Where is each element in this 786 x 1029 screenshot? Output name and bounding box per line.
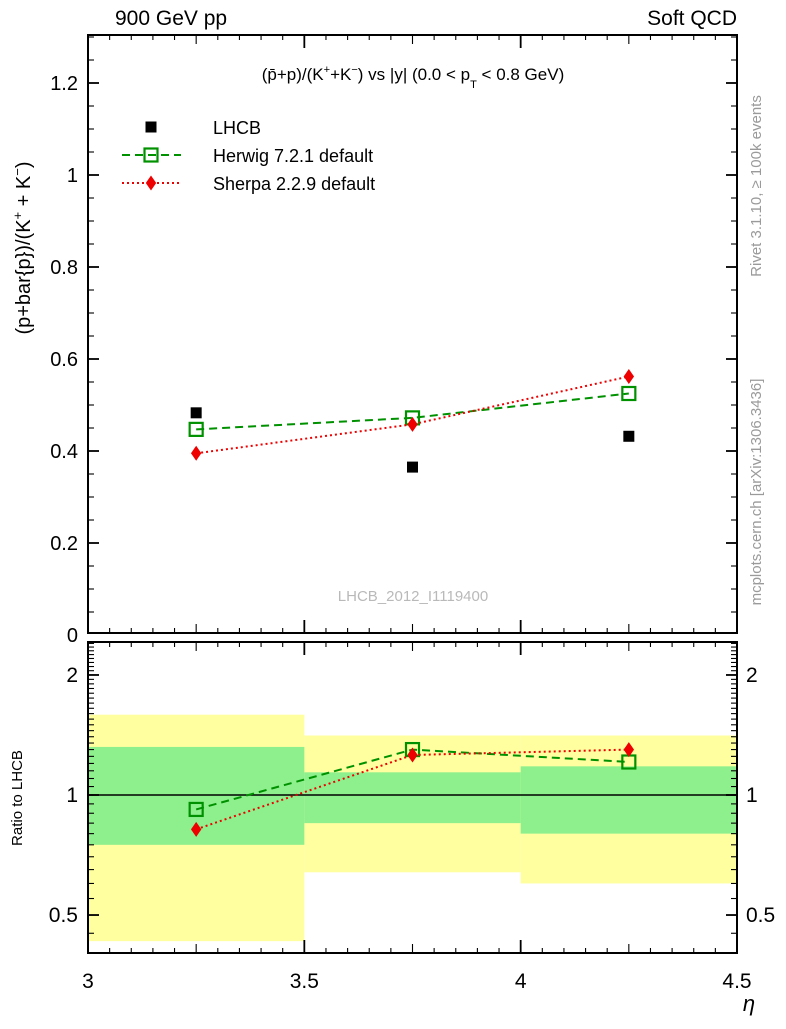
header-process-group: Soft QCD: [647, 7, 737, 30]
title-text: (p̄+p)/(K: [262, 65, 325, 84]
x-axis-label-eta: η: [743, 991, 755, 1016]
legend-marker-lhcb: [145, 121, 157, 133]
series-line-sherpa: [196, 375, 630, 455]
data-point-sherpa: [407, 747, 418, 763]
ratio-y-axis-label: Ratio to LHCB: [9, 750, 26, 846]
data-series: [188, 368, 637, 837]
uncertainty-bands: [88, 714, 737, 942]
ratio-y-tick-label-left: 1: [66, 784, 78, 807]
x-tick-label: 4: [515, 970, 527, 993]
x-tick-label: 3.5: [290, 970, 319, 993]
ylabel-text: ): [13, 161, 35, 168]
title-superscript-plus: +: [324, 64, 330, 76]
ratio-y-tick-label-left: 2: [66, 664, 78, 687]
legend-label-lhcb: LHCB: [213, 118, 261, 138]
data-point-herwig: [621, 385, 637, 402]
data-point-lhcb: [190, 407, 202, 419]
data-point-sherpa: [190, 445, 202, 461]
title-text: ) vs |y| (0.0 < p: [358, 65, 470, 84]
series-line-herwig: [196, 392, 629, 431]
title-superscript-minus: −: [351, 64, 357, 76]
data-point-sherpa: [190, 821, 202, 837]
green-uncertainty-band: [304, 772, 521, 824]
ylabel-superscript-plus: +: [10, 212, 25, 220]
tick-labels: 3 3.5 4 4.5 0 0.2 0.4 0.6 0.8 1 1.2 0.5 0.5 1 1 2 2: [49, 73, 775, 993]
data-point-herwig: [188, 421, 204, 437]
axes-and-ticks: [87, 34, 738, 954]
data-point-sherpa: [623, 368, 635, 384]
main-y-tick-label: 1: [67, 165, 78, 187]
green-uncertainty-band: [520, 766, 737, 834]
plot-title: (p̄+p)/(K++K−) vs |y| (0.0 < pT < 0.8 Ge…: [262, 64, 565, 91]
data-point-herwig: [188, 801, 204, 818]
x-tick-label: 3: [82, 970, 94, 993]
main-y-tick-label: 1.2: [50, 73, 78, 95]
title-text: < 0.8 GeV): [477, 65, 564, 84]
data-point-lhcb: [407, 461, 418, 473]
data-point-sherpa: [623, 742, 635, 758]
legend-label-sherpa: Sherpa 2.2.9 default: [213, 174, 375, 194]
data-point-sherpa: [407, 416, 418, 432]
main-y-tick-label: 0.8: [50, 257, 78, 279]
legend-marker-herwig: [143, 147, 159, 163]
ratio-y-tick-label-right: 1: [746, 784, 758, 807]
legend-marker-sherpa: [145, 175, 157, 191]
ratio-y-tick-label-right: 2: [746, 664, 758, 687]
x-tick-label: 4.5: [722, 970, 751, 993]
header-beam-energy: 900 GeV pp: [115, 7, 227, 30]
ylabel-text: (p+bar{p})/(K: [13, 219, 35, 335]
ylabel-text: + K: [13, 175, 35, 212]
title-subscript-pt: T: [470, 79, 477, 91]
main-y-tick-label: 0.4: [50, 441, 78, 463]
ratio-y-tick-label-left: 0.5: [49, 904, 78, 927]
ratio-y-tick-label-right: 0.5: [746, 904, 775, 927]
analysis-id-watermark: LHCB_2012_I1119400: [338, 588, 488, 605]
main-y-tick-label: 0: [67, 625, 78, 647]
main-panel-frame: [87, 34, 738, 634]
main-y-axis-label: (p+bar{p})/(K+ + K−): [10, 161, 35, 334]
main-y-tick-label: 0.6: [50, 349, 78, 371]
mcplots-arxiv-note: mcplots.cern.ch [arXiv:1306.3436]: [748, 379, 765, 606]
rivet-version-note: Rivet 3.1.10, ≥ 100k events: [748, 95, 765, 277]
legend-label-herwig: Herwig 7.2.1 default: [213, 146, 373, 166]
title-text: +K: [330, 65, 352, 84]
legend-glyphs: [122, 121, 181, 191]
data-point-lhcb: [623, 430, 635, 442]
ylabel-superscript-minus: −: [10, 168, 25, 176]
series-line-sherpa: [195, 748, 629, 831]
main-y-tick-label: 0.2: [50, 533, 78, 555]
